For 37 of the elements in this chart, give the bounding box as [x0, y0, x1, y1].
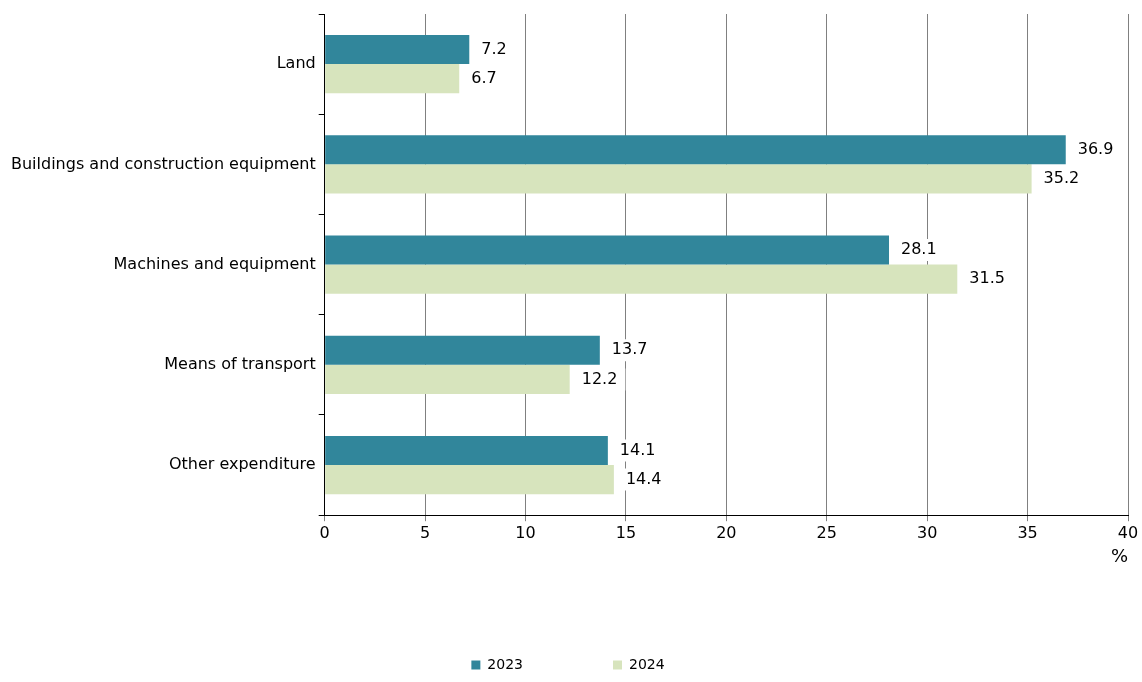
x-tick-label: 35 — [1017, 522, 1038, 542]
legend-label: 2023 — [487, 655, 524, 672]
x-tick-label: 30 — [916, 522, 938, 542]
x-tick-label: 0 — [319, 522, 330, 542]
y-tick-label: Machines and equipment — [113, 253, 316, 273]
data-label: 13.7 — [611, 339, 648, 359]
bar — [325, 235, 890, 265]
x-tick-label: 10 — [515, 522, 536, 542]
bar — [325, 335, 600, 365]
data-label: 7.2 — [481, 38, 507, 58]
x-tick-label: 20 — [716, 522, 737, 542]
x-tick-label: 15 — [615, 522, 637, 542]
bar — [325, 135, 1066, 165]
bar — [325, 364, 570, 394]
bar — [325, 64, 460, 94]
legend-label: 2024 — [629, 655, 665, 672]
data-label: 36.9 — [1077, 138, 1114, 158]
data-label: 28.1 — [901, 239, 937, 259]
bar — [325, 35, 470, 65]
data-label: 35.2 — [1043, 168, 1080, 188]
x-tick-label: 5 — [420, 522, 431, 542]
bar — [325, 264, 958, 294]
data-label: 6.7 — [471, 67, 497, 87]
bar — [325, 436, 608, 466]
bar — [325, 465, 614, 495]
y-tick-label: Means of transport — [164, 354, 316, 373]
data-label: 14.4 — [625, 468, 662, 488]
data-label: 12.2 — [581, 368, 618, 388]
x-axis-title: % — [1110, 544, 1128, 566]
x-tick-label: 40 — [1117, 522, 1139, 542]
y-tick-label: Buildings and construction equipment — [11, 153, 316, 173]
y-tick-label: Land — [276, 53, 316, 73]
data-label: 31.5 — [969, 268, 1005, 288]
y-tick-label: Other expenditure — [168, 454, 316, 474]
data-label: 14.1 — [619, 439, 656, 459]
x-tick-label: 25 — [816, 522, 837, 542]
bar — [325, 164, 1032, 194]
